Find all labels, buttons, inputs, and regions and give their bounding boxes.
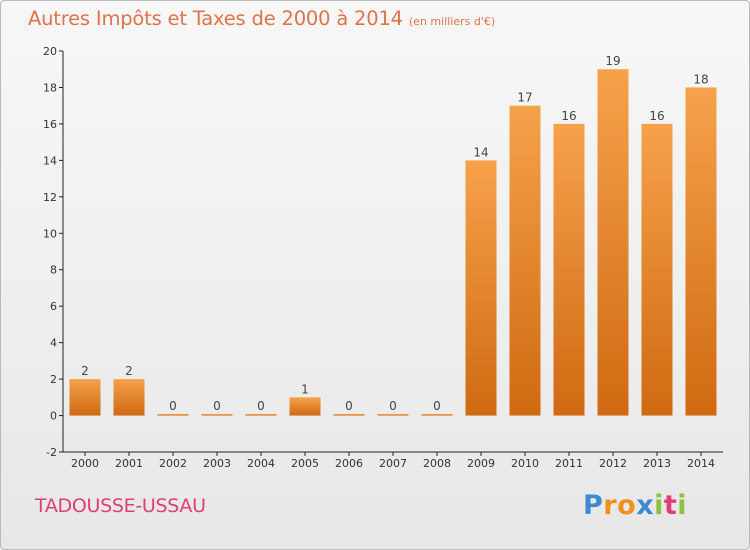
x-tick-label: 2004: [247, 457, 275, 470]
bars: [69, 69, 717, 416]
data-label-2014: 18: [693, 72, 708, 86]
y-tick-label: 18: [43, 81, 57, 94]
data-label-2006: 0: [345, 399, 353, 413]
data-label-2007: 0: [389, 399, 397, 413]
x-tick-label: 2001: [115, 457, 143, 470]
logo-letter: r: [603, 490, 618, 521]
x-tick-label: 2000: [71, 457, 99, 470]
logo-letter: o: [617, 490, 637, 521]
y-tick-label: 6: [50, 300, 57, 313]
bar-2014: [685, 87, 717, 416]
x-tick-label: 2012: [599, 457, 627, 470]
bar-2008: [421, 414, 453, 416]
x-tick-label: 2003: [203, 457, 231, 470]
town-name: TADOUSSE-USSAU: [35, 495, 206, 517]
bar-2004: [245, 414, 277, 416]
y-tick-label: 14: [43, 154, 57, 167]
data-label-2003: 0: [213, 399, 221, 413]
bar-2011: [553, 123, 585, 416]
bar-2007: [377, 414, 409, 416]
data-label-2009: 14: [473, 145, 488, 159]
y-tick-label: 4: [50, 337, 57, 350]
data-label-2010: 17: [517, 91, 532, 105]
logo-letter: i: [654, 490, 664, 521]
proxiti-logo[interactable]: Proxiti: [583, 490, 687, 521]
bar-2001: [113, 379, 145, 416]
x-tick-label: 2011: [555, 457, 583, 470]
bar-2005: [289, 397, 321, 416]
data-label-2000: 2: [81, 364, 89, 378]
bar-2013: [641, 123, 673, 416]
x-tick-label: 2013: [643, 457, 671, 470]
x-tick-label: 2006: [335, 457, 363, 470]
y-tick-label: 0: [50, 410, 57, 423]
logo-letter: P: [583, 490, 604, 521]
bar-2000: [69, 379, 101, 416]
y-tick-label: 2: [50, 373, 57, 386]
data-label-2013: 16: [649, 109, 664, 123]
chart-title-text: Autres Impôts et Taxes de 2000 à 2014: [28, 7, 403, 30]
y-tick-label: 12: [43, 191, 57, 204]
x-tick-label: 2002: [159, 457, 187, 470]
logo-letter: i: [677, 490, 688, 521]
data-label-2001: 2: [125, 364, 133, 378]
bar-2010: [509, 105, 541, 416]
data-label-2012: 19: [605, 54, 620, 68]
data-label-2011: 16: [561, 109, 576, 123]
x-tick-label: 2005: [291, 457, 319, 470]
bar-2002: [157, 414, 189, 416]
y-tick-label: -2: [46, 446, 57, 459]
data-label-2008: 0: [433, 399, 441, 413]
y-tick-label: 16: [43, 118, 57, 131]
logo-letter: x: [636, 490, 655, 521]
x-tick-label: 2008: [423, 457, 451, 470]
chart-subtitle: (en milliers d'€): [408, 15, 496, 28]
bar-2006: [333, 414, 365, 416]
y-tick-label: 8: [50, 264, 57, 277]
y-tick-label: 20: [43, 45, 57, 58]
y-tick-label: 10: [43, 227, 57, 240]
x-tick-label: 2014: [687, 457, 715, 470]
data-label-2004: 0: [257, 399, 265, 413]
bar-2012: [597, 69, 629, 416]
x-tick-label: 2010: [511, 457, 539, 470]
chart-title: Autres Impôts et Taxes de 2000 à 2014 (en…: [28, 7, 495, 30]
logo-letter: t: [663, 490, 678, 521]
data-labels: 2 2 0 0 0 1 0 0 0 14 17 16 19 16 18: [81, 54, 708, 413]
x-tick-label: 2007: [379, 457, 407, 470]
data-label-2005: 1: [301, 382, 309, 396]
x-tick-label: 2009: [467, 457, 495, 470]
bar-2009: [465, 160, 497, 416]
bar-2003: [201, 414, 233, 416]
data-label-2002: 0: [169, 399, 177, 413]
